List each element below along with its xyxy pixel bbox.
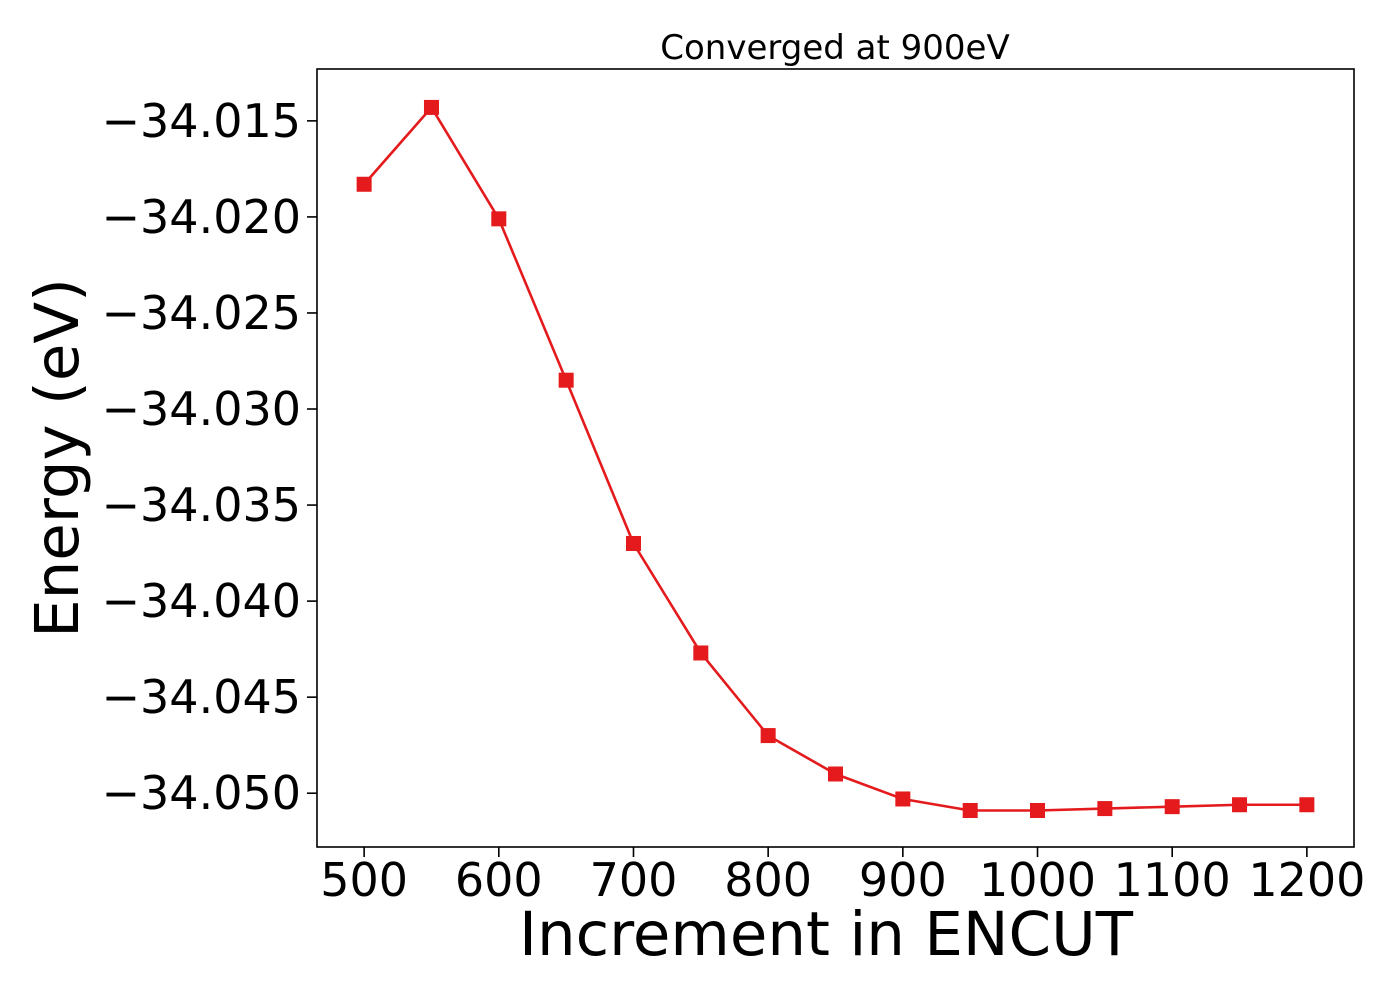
data-point-marker [693,645,709,661]
x-tick-label: 800 [724,853,812,907]
x-tick-label: 500 [320,853,408,907]
y-tick-label: −34.030 [102,382,302,436]
y-tick-label: −34.035 [102,478,302,532]
data-point-marker [1232,797,1248,813]
data-point-marker [962,803,978,818]
y-tick-label: −34.040 [102,574,302,628]
data-point-marker [1097,801,1113,817]
x-tick-label: 1100 [1114,853,1231,907]
y-axis-label: Energy (eV) [22,278,93,638]
x-tick-label: 600 [455,853,543,907]
y-tick-label: −34.050 [102,766,302,820]
data-point-marker [356,176,372,192]
x-tick-label: 1000 [979,853,1096,907]
data-point-marker [828,766,843,782]
data-point-marker [558,372,574,388]
data-point-marker [895,791,911,807]
x-axis: 500 600 700 800 900 1000 1100 1200 [320,847,1365,907]
x-tick-label: 1200 [1248,853,1365,907]
data-point-marker [1299,797,1315,813]
y-tick-label: −34.015 [102,94,302,148]
y-tick-label: −34.020 [102,190,302,244]
x-axis-label: Increment in ENCUT [519,899,1134,970]
y-axis: −34.015 −34.020 −34.025 −34.030 −34.035 −34.0… [102,94,317,820]
x-tick-label: 900 [859,853,947,907]
data-point-marker [423,99,439,115]
y-tick-label: −34.045 [102,670,302,724]
series-energy [356,99,1315,818]
data-point-marker [491,211,507,227]
y-tick-label: −34.025 [102,286,302,340]
x-tick-label: 700 [590,853,678,907]
data-point-marker [1164,799,1180,815]
chart-title: Converged at 900eV [660,28,1009,68]
data-point-marker [625,535,641,551]
data-point-marker [760,728,776,744]
data-point-marker [1030,803,1046,818]
plot-area-frame [316,68,1355,848]
